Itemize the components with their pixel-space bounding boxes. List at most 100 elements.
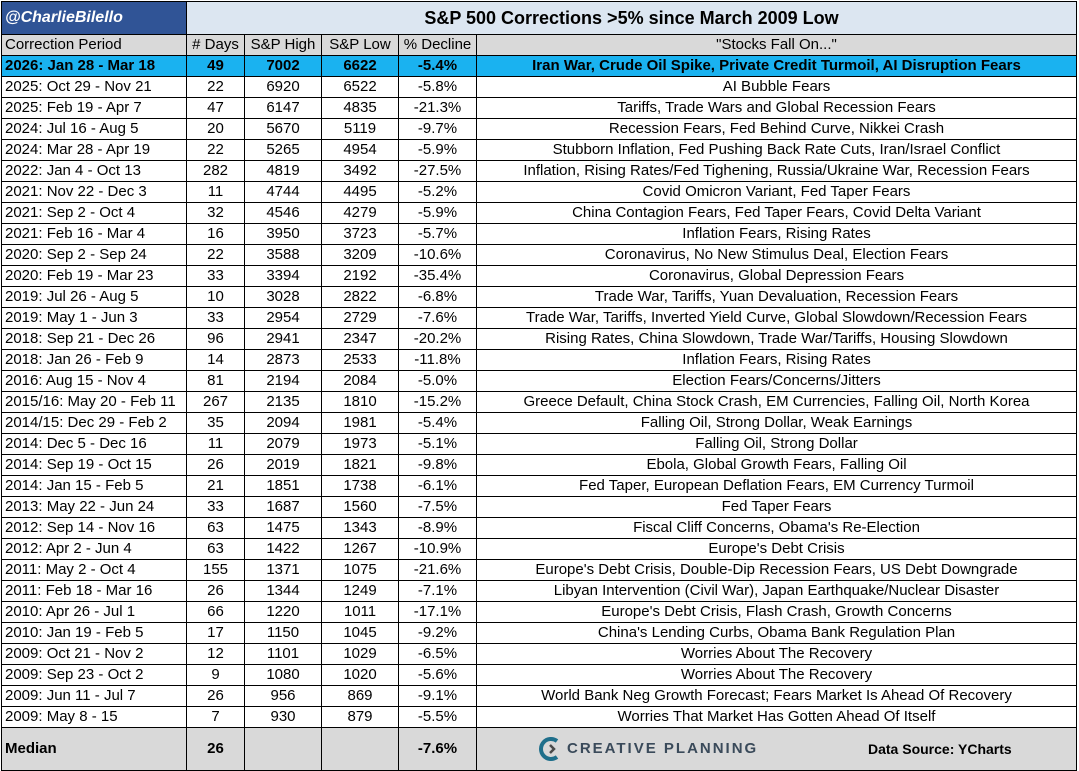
table-cell: Iran War, Crude Oil Spike, Private Credi…: [477, 56, 1077, 77]
table-cell: 22: [187, 77, 245, 98]
table-cell: -5.4%: [399, 56, 477, 77]
column-header: Correction Period: [2, 35, 187, 56]
table-cell: 1973: [322, 434, 399, 455]
table-cell: World Bank Neg Growth Forecast; Fears Ma…: [477, 686, 1077, 707]
table-cell: -7.5%: [399, 497, 477, 518]
table-cell: 1101: [245, 644, 322, 665]
footer-info: CREATIVE PLANNING Data Source: YCharts: [477, 728, 1077, 771]
table-cell: -5.8%: [399, 77, 477, 98]
table-cell: 22: [187, 245, 245, 266]
table-cell: -7.1%: [399, 581, 477, 602]
table-cell: 6622: [322, 56, 399, 77]
table-cell: Election Fears/Concerns/Jitters: [477, 371, 1077, 392]
footer-label: Median: [2, 728, 187, 771]
table-cell: 2021: Sep 2 - Oct 4: [2, 203, 187, 224]
table-cell: -5.0%: [399, 371, 477, 392]
table-cell: 2954: [245, 308, 322, 329]
table-cell: 96: [187, 329, 245, 350]
table-cell: 879: [322, 707, 399, 728]
table-cell: 2192: [322, 266, 399, 287]
logo-text: CREATIVE PLANNING: [567, 740, 759, 757]
table-cell: 2533: [322, 350, 399, 371]
table-cell: Worries That Market Has Gotten Ahead Of …: [477, 707, 1077, 728]
table-cell: 11: [187, 434, 245, 455]
table-cell: 2025: Oct 29 - Nov 21: [2, 77, 187, 98]
table-cell: 2135: [245, 392, 322, 413]
table-cell: 6522: [322, 77, 399, 98]
table-cell: 14: [187, 350, 245, 371]
table-cell: Tariffs, Trade Wars and Global Recession…: [477, 98, 1077, 119]
table-cell: Trade War, Tariffs, Yuan Devaluation, Re…: [477, 287, 1077, 308]
table-cell: -5.7%: [399, 224, 477, 245]
table-cell: 930: [245, 707, 322, 728]
table-cell: 1150: [245, 623, 322, 644]
table-cell: 4546: [245, 203, 322, 224]
table-cell: 4819: [245, 161, 322, 182]
table-cell: 869: [322, 686, 399, 707]
table-cell: 4495: [322, 182, 399, 203]
table-cell: 11: [187, 182, 245, 203]
table-cell: -7.6%: [399, 308, 477, 329]
table-cell: -10.6%: [399, 245, 477, 266]
table-cell: -9.1%: [399, 686, 477, 707]
table-cell: 33: [187, 497, 245, 518]
column-header: % Decline: [399, 35, 477, 56]
table-cell: 1343: [322, 518, 399, 539]
column-header: S&P Low: [322, 35, 399, 56]
table-cell: Greece Default, China Stock Crash, EM Cu…: [477, 392, 1077, 413]
table-cell: -5.4%: [399, 413, 477, 434]
table-cell: 2015/16: May 20 - Feb 11: [2, 392, 187, 413]
table-cell: 49: [187, 56, 245, 77]
table-cell: 3588: [245, 245, 322, 266]
table-cell: 2729: [322, 308, 399, 329]
table-cell: 1220: [245, 602, 322, 623]
footer-empty: [322, 728, 399, 771]
table-cell: Inflation Fears, Rising Rates: [477, 224, 1077, 245]
data-source: Data Source: YCharts: [868, 741, 1012, 757]
table-cell: Inflation, Rising Rates/Fed Tighening, R…: [477, 161, 1077, 182]
table-cell: Europe's Debt Crisis, Flash Crash, Growt…: [477, 602, 1077, 623]
table-cell: -15.2%: [399, 392, 477, 413]
table-cell: 1267: [322, 539, 399, 560]
table-cell: Fed Taper, European Deflation Fears, EM …: [477, 476, 1077, 497]
table-cell: 2022: Jan 4 - Oct 13: [2, 161, 187, 182]
column-header: S&P High: [245, 35, 322, 56]
table-cell: Europe's Debt Crisis: [477, 539, 1077, 560]
table-cell: -5.5%: [399, 707, 477, 728]
table-cell: 26: [187, 686, 245, 707]
title: S&P 500 Corrections >5% since March 2009…: [187, 2, 1077, 35]
table-cell: 3209: [322, 245, 399, 266]
table-cell: 26: [187, 581, 245, 602]
table-cell: Europe's Debt Crisis, Double-Dip Recessi…: [477, 560, 1077, 581]
table-cell: 5119: [322, 119, 399, 140]
table-cell: Worries About The Recovery: [477, 644, 1077, 665]
table-cell: 956: [245, 686, 322, 707]
table-cell: 2014: Sep 19 - Oct 15: [2, 455, 187, 476]
table-cell: 9: [187, 665, 245, 686]
table-cell: 1011: [322, 602, 399, 623]
table-cell: 1344: [245, 581, 322, 602]
table-cell: 81: [187, 371, 245, 392]
table-cell: -21.3%: [399, 98, 477, 119]
table-cell: 12: [187, 644, 245, 665]
logo-icon: [539, 737, 559, 761]
table-cell: Coronavirus, Global Depression Fears: [477, 266, 1077, 287]
table-cell: -6.5%: [399, 644, 477, 665]
table-cell: 1045: [322, 623, 399, 644]
column-header: # Days: [187, 35, 245, 56]
table-cell: Fed Taper Fears: [477, 497, 1077, 518]
table-cell: Libyan Intervention (Civil War), Japan E…: [477, 581, 1077, 602]
table-cell: China Contagion Fears, Fed Taper Fears, …: [477, 203, 1077, 224]
table-cell: 1687: [245, 497, 322, 518]
table-cell: -9.8%: [399, 455, 477, 476]
table-cell: -6.8%: [399, 287, 477, 308]
table-cell: 155: [187, 560, 245, 581]
table-cell: 33: [187, 308, 245, 329]
table-cell: -5.9%: [399, 203, 477, 224]
table-cell: Inflation Fears, Rising Rates: [477, 350, 1077, 371]
table-cell: 2010: Apr 26 - Jul 1: [2, 602, 187, 623]
table-cell: 22: [187, 140, 245, 161]
table-cell: 2026: Jan 28 - Mar 18: [2, 56, 187, 77]
table-cell: 2013: May 22 - Jun 24: [2, 497, 187, 518]
